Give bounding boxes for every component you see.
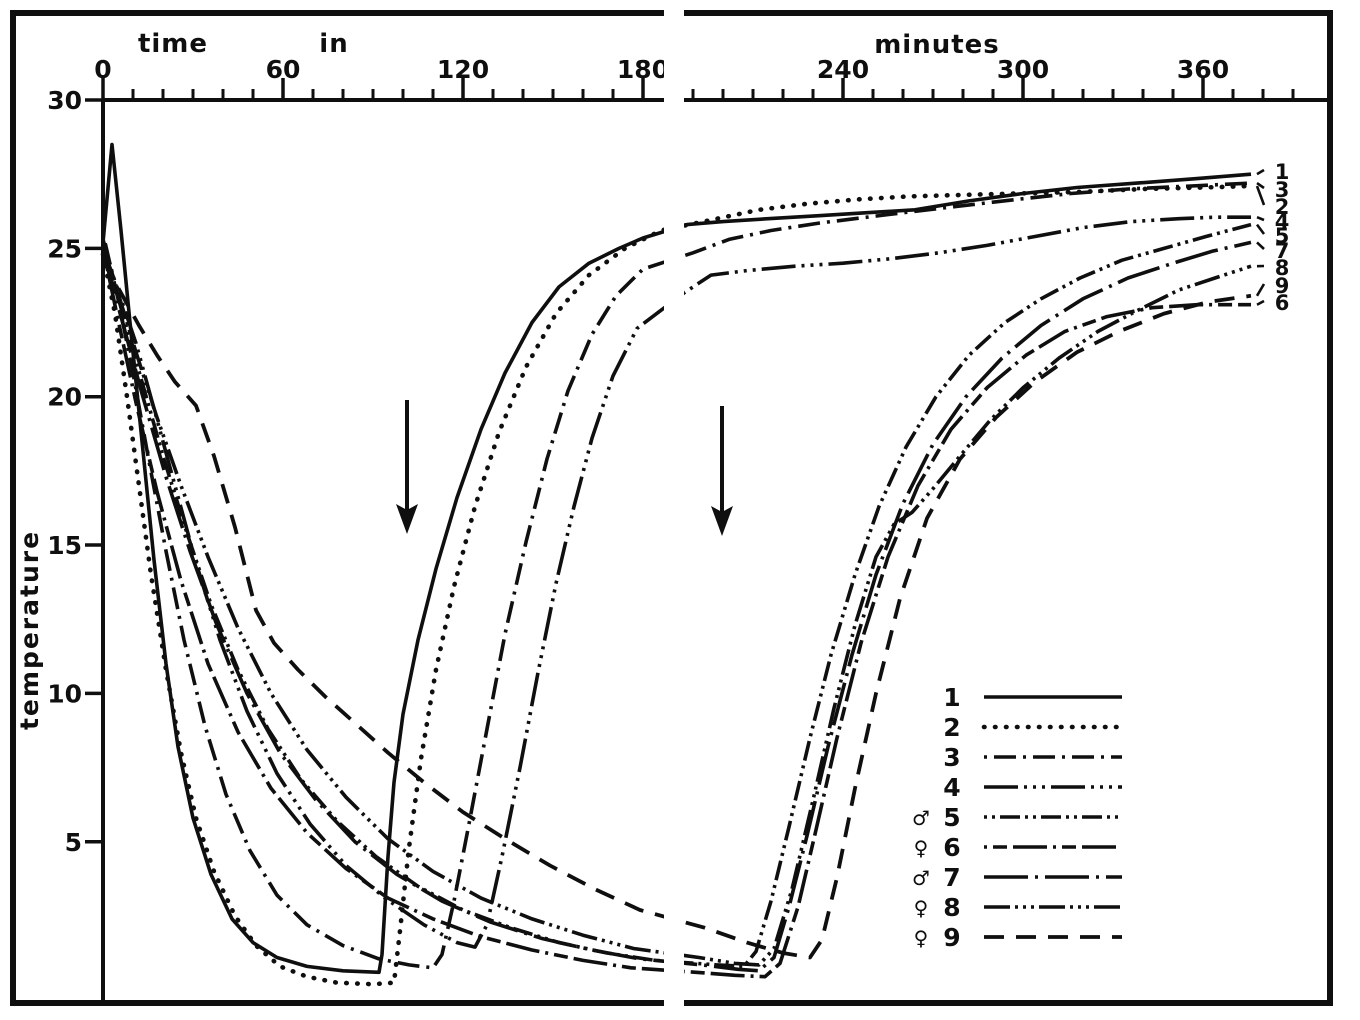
series-line-9 [101,259,1252,960]
y-axis-title: temperature [15,530,44,730]
curve-end-label-8: 8 [1275,256,1290,280]
y-tick-label-5: 5 [65,828,82,857]
legend-sex-symbol-8: ♀ [914,896,929,920]
legend-sex-symbol-7: ♂ [912,866,930,890]
curve-label-leader-5 [1255,223,1266,235]
curve-label-leader-1 [1256,168,1265,176]
x-tick-label-120: 120 [437,55,489,84]
curve-label-leader-3 [1256,182,1265,190]
legend-sex-symbol-6: ♀ [914,836,929,860]
legend-key-label-8: 8 [943,893,960,922]
curve-label-leader-6 [1256,299,1265,306]
x-axis-title-word-minutes: minutes [874,30,1000,60]
y-tick-label-10: 10 [47,679,82,708]
x-axis-title-word-in: in [319,29,348,59]
legend-key-label-7: 7 [943,863,960,892]
legend-sex-symbol-5: ♂ [912,806,930,830]
x-tick-label-60: 60 [266,55,301,84]
curve-end-label-2: 2 [1275,195,1290,219]
x-tick-label-240: 240 [817,55,869,84]
series-line-4 [101,215,1251,949]
x-tick-label-0: 0 [94,55,111,84]
legend-sex-symbol-9: ♀ [914,926,929,950]
curve-end-label-9: 9 [1275,274,1290,298]
x-axis-title-word-time: time [138,29,208,59]
series-line-6 [101,248,1251,979]
y-tick-label-20: 20 [47,383,82,412]
legend-key-label-2: 2 [943,713,960,742]
legend-key-label-5: 5 [943,803,960,832]
curve-end-label-3: 3 [1275,178,1290,202]
series-line-7 [101,240,1252,973]
legend-key-label-3: 3 [943,743,960,772]
y-tick-label-25: 25 [47,234,82,263]
curve-end-label-7: 7 [1275,239,1290,263]
legend-key-label-6: 6 [943,833,960,862]
y-tick-label-15: 15 [47,531,82,560]
legend-key-label-9: 9 [943,923,960,952]
curve-end-label-4: 4 [1275,210,1290,234]
panel-seam [664,0,684,1020]
x-tick-label-300: 300 [997,55,1049,84]
curve-end-label-6: 6 [1275,291,1290,315]
legend-key-label-1: 1 [943,683,960,712]
series-line-3 [101,181,1252,970]
series-line-8 [101,238,1252,967]
series-line-2 [100,183,1254,987]
event-arrow-2-head [711,506,733,536]
event-arrow-1-head [396,504,418,534]
y-tick-label-30: 30 [47,86,82,115]
curve-label-leader-4 [1256,215,1265,222]
curve-label-leader-7 [1256,241,1265,250]
curve-label-leader-9 [1255,283,1266,297]
legend-key-label-4: 4 [943,773,960,802]
x-tick-label-360: 360 [1177,55,1229,84]
x-tick-label-180: 180 [617,55,669,84]
curve-end-label-1: 1 [1275,160,1290,184]
curve-end-label-5: 5 [1275,224,1290,248]
curve-label-leader-2 [1255,185,1266,206]
